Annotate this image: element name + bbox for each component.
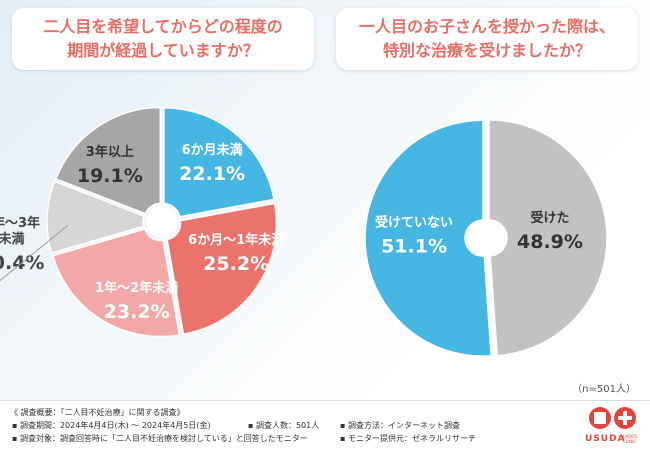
chart1-slice-1-value: 25.2% [203, 253, 269, 275]
footer-provider: ▪ モニター提供元：ゼネラルリサーチ [340, 434, 476, 443]
chart2-slice-1-value: 51.1% [381, 236, 447, 258]
chart1-slice-2 [51, 228, 181, 338]
chart1-slice-2-label: 1年〜2年未満 [95, 280, 178, 296]
clinic-logo: USUDA LADIES CLINIC [585, 404, 645, 446]
sample-size-note: （n=501人） [572, 384, 636, 395]
chart1-slice-4 [54, 106, 162, 215]
footer-method: ▪ 調査方法：インターネット調査 [340, 421, 460, 430]
chart1-slice-4-label: 3年以上 [86, 144, 134, 160]
footer-target: ▪ 調査対象：調査回答時に「二人目不妊治療を検討している」と回答したモニター [12, 434, 308, 443]
chart1-title-box: 二人目を希望してからどの程度の 期間が経過していますか？ [12, 8, 314, 70]
chart2-title-box: 一人目のお子さんを授かった際は、 特別な治療を受けましたか？ [336, 8, 638, 70]
logo-name: USUDA [585, 434, 626, 444]
chart1-slice-1-label: 6か月〜1年未満 [188, 232, 284, 248]
chart1-slice-1 [166, 202, 278, 335]
footer-count: ▪ 調査人数：501人 [248, 421, 320, 430]
chart2-center-hole [468, 220, 504, 256]
chart2-slice-0-value: 48.9% [517, 231, 583, 253]
survey-footer: 《 調査概要：「二人目不妊治療」に関する調査》 ▪ 調査期間：2024年4月4日… [0, 400, 650, 451]
chart1-center-hole [146, 206, 178, 238]
chart1-slice-2-value: 23.2% [104, 301, 170, 323]
chart2-title: 一人目のお子さんを授かった際は、 特別な治療を受けましたか？ [358, 17, 615, 60]
chart2-slice-0 [488, 119, 608, 357]
clinic-logo-mark [589, 407, 636, 429]
chart2-slice-0-label: 受けた [530, 210, 569, 226]
pie-charts: 6か月未満 22.1% 6か月〜1年未満 25.2% 1年〜2年未満 23.2% 2年〜3年… [0, 106, 608, 357]
footer-period: ▪ 調査期間：2024年4月4日(木) 〜 2024年4月5日(金) [12, 421, 211, 430]
chart1-slice-0 [163, 106, 275, 218]
chart1-slice-0-label: 6か月未満 [182, 142, 243, 158]
chart2-slice-1-label: 受けていない [375, 215, 453, 231]
chart2-slice-1 [364, 119, 492, 357]
footer-summary: 《 調査概要：「二人目不妊治療」に関する調査》 [10, 408, 185, 417]
chart1-slice-4-value: 19.1% [77, 165, 143, 187]
chart1-slice-0-value: 22.1% [179, 163, 245, 185]
chart1-title: 二人目を希望してからどの程度の 期間が経過していますか？ [43, 17, 283, 60]
chart1-slice-3-label: 2年〜3年未満 [0, 215, 40, 247]
chart1-slice-3-leader [0, 224, 69, 282]
logo-subtitle: LADIES CLINIC [623, 434, 638, 444]
chart1-slice-3 [46, 180, 146, 255]
